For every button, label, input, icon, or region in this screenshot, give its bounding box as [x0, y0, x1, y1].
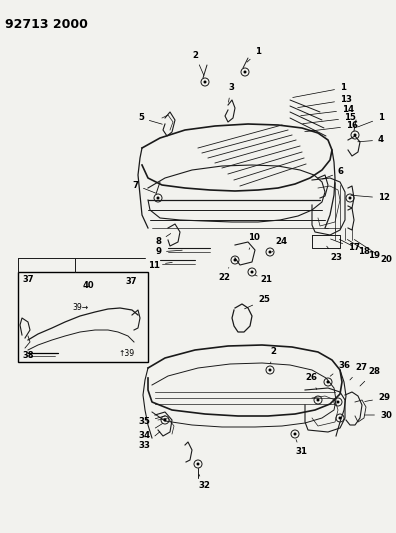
- Text: 1: 1: [247, 47, 261, 62]
- Text: 35: 35: [138, 416, 166, 426]
- Text: 17: 17: [331, 239, 360, 253]
- Text: 7: 7: [132, 181, 155, 193]
- Circle shape: [354, 133, 356, 136]
- Text: ↑39: ↑39: [118, 350, 134, 359]
- Text: 34: 34: [138, 423, 163, 440]
- Text: 6: 6: [323, 167, 344, 179]
- Circle shape: [196, 463, 200, 465]
- Text: 38: 38: [22, 351, 34, 360]
- Circle shape: [268, 251, 272, 254]
- Bar: [18, 272, 148, 362]
- Text: 9: 9: [155, 247, 182, 256]
- Circle shape: [326, 381, 329, 384]
- Circle shape: [316, 399, 320, 401]
- Text: 11: 11: [148, 261, 172, 270]
- Text: 30: 30: [365, 410, 392, 419]
- Text: 1: 1: [293, 84, 346, 98]
- Text: 39→: 39→: [72, 303, 88, 312]
- Text: 37: 37: [125, 278, 137, 287]
- Text: 28: 28: [360, 367, 380, 386]
- Circle shape: [339, 416, 341, 419]
- Text: 32: 32: [198, 474, 210, 490]
- Text: 22: 22: [218, 268, 230, 282]
- Text: 18: 18: [339, 239, 370, 256]
- Text: 40: 40: [82, 280, 94, 289]
- Text: 14: 14: [301, 106, 354, 116]
- Text: 4: 4: [358, 135, 384, 144]
- Text: 23: 23: [327, 246, 342, 262]
- Text: 10: 10: [248, 233, 260, 249]
- Text: 25: 25: [244, 295, 270, 309]
- Text: 31: 31: [295, 440, 307, 456]
- Circle shape: [244, 70, 246, 74]
- Text: 92713 2000: 92713 2000: [5, 18, 88, 31]
- Text: 2: 2: [270, 348, 276, 364]
- Text: 24: 24: [272, 238, 287, 252]
- Text: 21: 21: [255, 275, 272, 285]
- Circle shape: [164, 418, 166, 422]
- Text: 15: 15: [303, 114, 356, 124]
- Text: 5: 5: [138, 114, 162, 124]
- Text: 2: 2: [192, 51, 204, 76]
- Circle shape: [337, 400, 339, 403]
- Circle shape: [251, 271, 253, 273]
- Text: 3: 3: [228, 84, 234, 102]
- Text: 26: 26: [305, 374, 317, 390]
- Text: 13: 13: [298, 95, 352, 108]
- Text: 1: 1: [358, 114, 384, 127]
- Circle shape: [293, 432, 297, 435]
- Text: 37: 37: [22, 276, 34, 285]
- Circle shape: [268, 368, 272, 372]
- Circle shape: [156, 197, 160, 199]
- Text: 33: 33: [138, 432, 160, 449]
- Text: 19: 19: [347, 239, 380, 261]
- Text: 12: 12: [351, 193, 390, 203]
- Circle shape: [348, 197, 352, 199]
- Text: 8: 8: [155, 233, 171, 246]
- Circle shape: [234, 259, 236, 262]
- Text: 29: 29: [365, 393, 390, 402]
- Text: 20: 20: [354, 239, 392, 264]
- Text: 27: 27: [350, 364, 367, 380]
- Text: 16: 16: [305, 122, 358, 132]
- Circle shape: [204, 80, 206, 84]
- Text: 36: 36: [330, 360, 350, 376]
